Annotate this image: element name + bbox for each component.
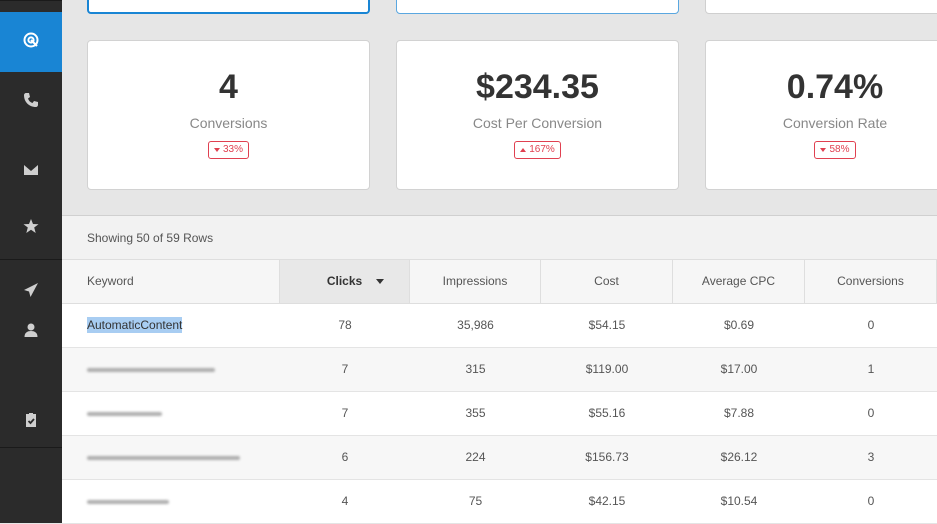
star-icon: [23, 218, 39, 239]
conversions-cell: 1: [867, 362, 875, 376]
caret-down-icon: [820, 148, 827, 152]
change-badge: 33%: [207, 141, 249, 159]
sidebar-item-target[interactable]: [0, 12, 62, 72]
impressions-cell: 35,986: [457, 318, 494, 332]
impressions-cell: 355: [465, 406, 486, 420]
sidebar-divider: [0, 259, 62, 260]
cpc-cell: $17.00: [720, 362, 758, 376]
keyword-cell-redacted: [62, 348, 280, 391]
impressions-cell: 315: [465, 362, 486, 376]
cost-cell: $156.73: [585, 450, 629, 464]
conversions-cell: 0: [867, 318, 875, 332]
conversions-cell: 0: [867, 406, 875, 420]
column-header-conversions[interactable]: Conversions: [805, 260, 937, 303]
clipboard-check-icon: [23, 412, 39, 433]
top-card[interactable]: [705, 0, 937, 14]
sidebar-item-send[interactable]: [0, 262, 62, 322]
clicks-cell: 7: [341, 406, 349, 420]
keyword-cell: AutomaticContent: [62, 304, 280, 347]
column-header-cost[interactable]: Cost: [541, 260, 673, 303]
row-count-label: Showing 50 of 59 Rows: [62, 216, 937, 260]
column-header-label: Clicks: [326, 274, 363, 288]
cost-cell: $119.00: [585, 362, 629, 376]
clicks-cell: 78: [338, 318, 352, 332]
envelope-icon: [23, 162, 39, 183]
table-row[interactable]: 7 355 $55.16 $7.88 0: [62, 392, 937, 436]
metric-card-conversion-rate[interactable]: 0.74% Conversion Rate 58%: [705, 40, 937, 190]
table-header: Keyword Clicks Impressions Cost Average …: [62, 260, 937, 304]
metric-card-conversions[interactable]: 4 Conversions 33%: [87, 40, 370, 190]
keyword-cell-redacted: [62, 480, 280, 523]
sidebar-divider: [0, 447, 62, 448]
clicks-cell: 7: [341, 362, 349, 376]
cpc-cell: $26.12: [720, 450, 758, 464]
sidebar-item-favorites[interactable]: [0, 198, 62, 258]
metric-value: 0.74%: [786, 68, 884, 106]
clicks-cell: 4: [341, 494, 349, 508]
cpc-cell: $10.54: [720, 494, 758, 508]
caret-up-icon: [520, 148, 527, 152]
clicks-cell: 6: [341, 450, 349, 464]
top-card[interactable]: [396, 0, 679, 14]
keyword-cell-redacted: [62, 436, 280, 479]
change-value: 33%: [222, 144, 243, 155]
impressions-cell: 75: [468, 494, 483, 508]
cost-cell: $55.16: [588, 406, 626, 420]
metric-value: $234.35: [476, 68, 599, 106]
cost-cell: $54.15: [588, 318, 626, 332]
table-row[interactable]: AutomaticContent 78 35,986 $54.15 $0.69 …: [62, 304, 937, 348]
sidebar-divider: [0, 0, 62, 1]
top-card-selected[interactable]: [87, 0, 370, 14]
conversions-cell: 0: [867, 494, 875, 508]
table-row[interactable]: 7 315 $119.00 $17.00 1: [62, 348, 937, 392]
impressions-cell: 224: [465, 450, 486, 464]
sidebar-item-users[interactable]: [0, 302, 62, 362]
sidebar-item-phone[interactable]: [0, 72, 62, 132]
cpc-cell: $0.69: [723, 318, 755, 332]
cpc-cell: $7.88: [723, 406, 755, 420]
sidebar-item-email[interactable]: [0, 142, 62, 202]
redacted-text: [87, 368, 215, 372]
change-badge: 58%: [814, 141, 856, 159]
metric-label: Cost Per Conversion: [472, 115, 603, 131]
keyword-text: AutomaticContent: [87, 317, 183, 333]
metric-label: Conversion Rate: [782, 115, 888, 131]
sidebar: [0, 0, 62, 523]
redacted-text: [87, 412, 162, 416]
conversions-cell: 3: [867, 450, 875, 464]
column-header-average-cpc[interactable]: Average CPC: [673, 260, 805, 303]
paper-plane-icon: [23, 282, 39, 303]
redacted-text: [87, 456, 240, 460]
metric-card-cost-per-conversion[interactable]: $234.35 Cost Per Conversion 167%: [396, 40, 679, 190]
phone-icon: [23, 92, 39, 113]
main-content: 4 Conversions 33% $234.35 Cost Per Conve…: [62, 0, 937, 524]
sidebar-item-tasks[interactable]: [0, 392, 62, 452]
metric-label: Conversions: [189, 115, 268, 131]
column-header-impressions[interactable]: Impressions: [410, 260, 541, 303]
keyword-cell-redacted: [62, 392, 280, 435]
change-value: 167%: [529, 144, 555, 155]
column-header-clicks[interactable]: Clicks: [280, 260, 410, 303]
redacted-text: [87, 500, 169, 504]
caret-down-icon: [213, 148, 220, 152]
sort-desc-icon: [376, 279, 384, 284]
user-icon: [23, 322, 39, 343]
keywords-table-panel: Showing 50 of 59 Rows Keyword Clicks Imp…: [62, 215, 937, 524]
cost-cell: $42.15: [588, 494, 626, 508]
target-icon: [23, 32, 39, 53]
column-header-keyword[interactable]: Keyword: [62, 260, 280, 303]
change-value: 58%: [829, 144, 850, 155]
change-badge: 167%: [514, 141, 561, 159]
metric-value: 4: [219, 68, 238, 106]
table-row[interactable]: 6 224 $156.73 $26.12 3: [62, 436, 937, 480]
table-row[interactable]: 4 75 $42.15 $10.54 0: [62, 480, 937, 524]
